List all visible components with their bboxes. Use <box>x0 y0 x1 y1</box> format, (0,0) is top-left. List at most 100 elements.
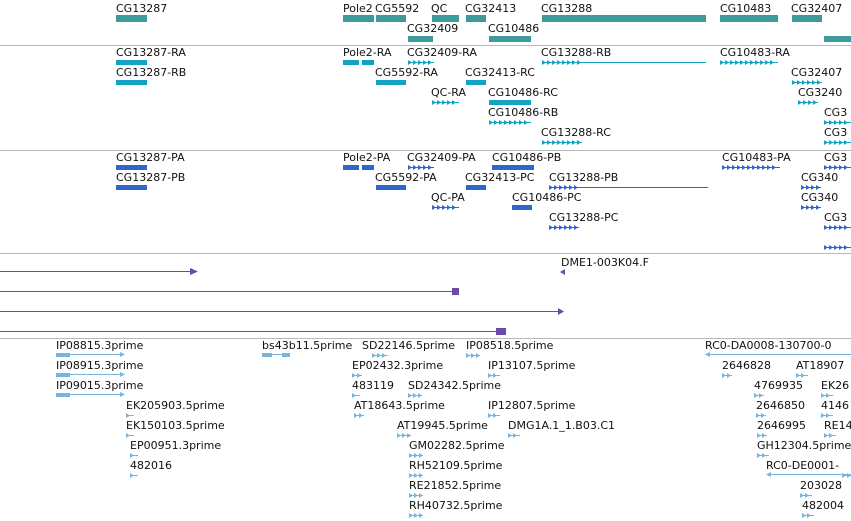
feature-label[interactable]: SD24342.5prime <box>408 379 501 392</box>
feature-glyph[interactable] <box>408 36 433 42</box>
feature-label[interactable]: Pole2-PA <box>343 151 391 164</box>
feature-label[interactable]: bs43b11.5prime <box>262 339 353 352</box>
feature-glyph[interactable] <box>343 15 374 22</box>
feature-label[interactable]: 2646995 <box>757 419 806 432</box>
feature-label[interactable]: IP08518.5prime <box>466 339 554 352</box>
feature-glyph[interactable] <box>56 372 125 377</box>
feature-glyph[interactable] <box>489 36 531 42</box>
feature-label[interactable]: RC0-DA0008-130700-0 <box>705 339 832 352</box>
feature-label[interactable]: CG340 <box>801 191 839 204</box>
feature-label[interactable]: CG13288-PB <box>549 171 619 184</box>
feature-glyph[interactable] <box>343 60 374 65</box>
feature-label[interactable]: CG32409 <box>407 22 459 35</box>
feature-glyph[interactable] <box>542 60 706 65</box>
feature-glyph[interactable] <box>0 268 198 275</box>
feature-glyph[interactable] <box>798 100 818 105</box>
feature-glyph[interactable] <box>542 140 582 145</box>
feature-label[interactable]: GH12304.5prime <box>757 439 851 452</box>
feature-label[interactable]: RH40732.5prime <box>409 499 503 512</box>
feature-label[interactable]: RE21852.5prime <box>409 479 502 492</box>
feature-label[interactable]: RC0-DE0001- <box>766 459 840 472</box>
feature-label[interactable]: QC <box>431 2 448 15</box>
feature-glyph[interactable] <box>130 453 138 458</box>
feature-glyph[interactable] <box>796 373 808 378</box>
feature-glyph[interactable] <box>432 15 459 22</box>
feature-glyph[interactable] <box>549 225 579 230</box>
feature-glyph[interactable] <box>126 413 134 418</box>
feature-label[interactable]: QC-RA <box>431 86 467 99</box>
feature-label[interactable]: 4146 <box>821 399 849 412</box>
feature-label[interactable]: GM02282.5prime <box>409 439 505 452</box>
feature-glyph[interactable] <box>802 513 814 518</box>
feature-glyph[interactable] <box>842 473 851 478</box>
feature-label[interactable]: CG13288-RC <box>541 126 611 139</box>
feature-glyph[interactable] <box>376 15 406 22</box>
feature-glyph[interactable] <box>408 393 422 398</box>
feature-label[interactable]: CG10486-PB <box>492 151 562 164</box>
feature-label[interactable]: CG13287-RA <box>116 46 186 59</box>
feature-label[interactable]: DMG1A.1_1.B03.C1 <box>508 419 616 432</box>
feature-glyph[interactable] <box>397 433 411 438</box>
feature-label[interactable]: IP08815.3prime <box>56 339 144 352</box>
feature-label[interactable]: AT19945.5prime <box>397 419 488 432</box>
feature-glyph[interactable] <box>488 413 500 418</box>
feature-glyph[interactable] <box>821 413 833 418</box>
feature-label[interactable]: 482016 <box>130 459 172 472</box>
feature-glyph[interactable] <box>354 413 364 418</box>
feature-glyph[interactable] <box>343 165 374 170</box>
feature-glyph[interactable] <box>757 453 769 458</box>
feature-glyph[interactable] <box>560 269 565 275</box>
feature-glyph[interactable] <box>56 392 125 397</box>
feature-label[interactable]: CG340 <box>801 171 839 184</box>
feature-label[interactable]: QC-PA <box>431 191 465 204</box>
feature-glyph[interactable] <box>722 373 732 378</box>
feature-label[interactable]: CG32413 <box>465 2 517 15</box>
feature-label[interactable]: CG32413-PC <box>465 171 535 184</box>
feature-glyph[interactable] <box>372 353 388 358</box>
feature-label[interactable]: CG32409-PA <box>407 151 476 164</box>
feature-glyph[interactable] <box>792 15 822 22</box>
feature-glyph[interactable] <box>801 205 821 210</box>
feature-glyph[interactable] <box>432 100 459 105</box>
feature-glyph[interactable] <box>116 165 147 170</box>
feature-label[interactable]: 483119 <box>352 379 394 392</box>
feature-label[interactable]: 4769935 <box>754 379 803 392</box>
feature-label[interactable]: IP12807.5prime <box>488 399 576 412</box>
feature-label[interactable]: EK26 <box>821 379 850 392</box>
feature-glyph[interactable] <box>549 185 708 190</box>
feature-label[interactable]: CG13288-PC <box>549 211 619 224</box>
feature-glyph[interactable] <box>720 15 778 22</box>
feature-glyph[interactable] <box>0 288 459 295</box>
feature-glyph[interactable] <box>824 433 836 438</box>
feature-label[interactable]: CG13287 <box>116 2 168 15</box>
feature-glyph[interactable] <box>508 433 520 438</box>
feature-label[interactable]: AT18643.5prime <box>354 399 445 412</box>
feature-label[interactable]: CG5592 <box>375 2 420 15</box>
feature-glyph[interactable] <box>409 493 423 498</box>
feature-glyph[interactable] <box>466 80 486 85</box>
feature-glyph[interactable] <box>754 393 764 398</box>
feature-label[interactable]: CG10486-RC <box>488 86 558 99</box>
feature-glyph[interactable] <box>116 60 147 65</box>
feature-label[interactable]: CG5592-RA <box>375 66 438 79</box>
feature-label[interactable]: CG13287-PB <box>116 171 186 184</box>
feature-label[interactable]: CG10483 <box>720 2 772 15</box>
feature-label[interactable]: CG13288 <box>541 2 593 15</box>
feature-label[interactable]: CG10483-RA <box>720 46 790 59</box>
feature-glyph[interactable] <box>766 472 851 477</box>
feature-label[interactable]: IP09015.3prime <box>56 379 144 392</box>
feature-glyph[interactable] <box>466 15 486 22</box>
feature-label[interactable]: RH52109.5prime <box>409 459 503 472</box>
feature-glyph[interactable] <box>376 80 406 85</box>
feature-label[interactable]: EP00951.3prime <box>130 439 222 452</box>
feature-glyph[interactable] <box>262 353 290 357</box>
feature-label[interactable]: 203028 <box>800 479 842 492</box>
feature-label[interactable]: CG32407 <box>791 2 843 15</box>
feature-glyph[interactable] <box>352 373 362 378</box>
feature-glyph[interactable] <box>409 513 423 518</box>
feature-glyph[interactable] <box>466 185 486 190</box>
feature-label[interactable]: RE14 <box>824 419 851 432</box>
feature-label[interactable]: EP02432.3prime <box>352 359 444 372</box>
feature-label[interactable]: CG13287-PA <box>116 151 185 164</box>
feature-label[interactable]: EK205903.5prime <box>126 399 225 412</box>
